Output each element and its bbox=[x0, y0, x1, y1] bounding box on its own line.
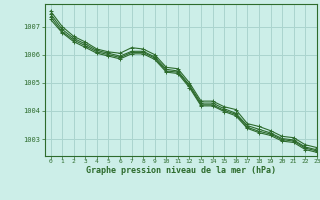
X-axis label: Graphe pression niveau de la mer (hPa): Graphe pression niveau de la mer (hPa) bbox=[86, 166, 276, 175]
